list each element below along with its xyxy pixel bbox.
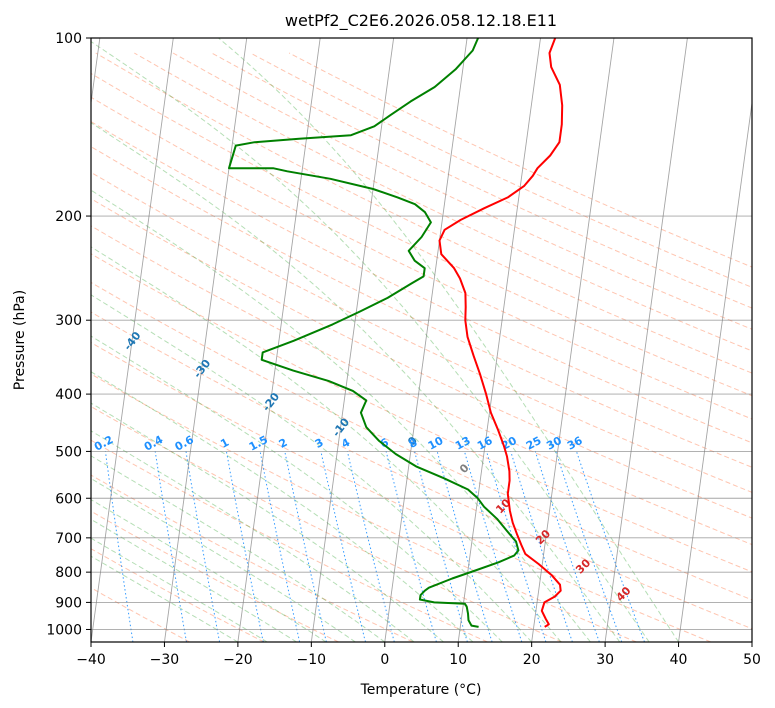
mixing-ratio-label: 36	[565, 434, 585, 453]
dry-adiabat	[91, 548, 265, 642]
moist-adiabat	[91, 518, 297, 642]
dry-adiabat	[95, 52, 752, 374]
moist-adiabat	[91, 335, 503, 642]
dewpoint-profile-line	[228, 38, 520, 628]
x-axis-ticks: −40 −30 −20 −10 0 10 20 30 40 50	[76, 642, 761, 668]
plot-area: -100-90-80-70-60-50-40-30-20-1000.10.20.…	[91, 38, 752, 642]
x-tick-label: 10	[449, 652, 467, 668]
y-axis-label: Pressure (hPa)	[12, 290, 28, 390]
x-tick-label: −30	[150, 652, 180, 668]
y-axis-ticks: 100 200 300 400 500 600 700 800 900 1000	[46, 31, 91, 638]
dry-adiabat	[91, 225, 752, 546]
isotherm-line	[384, 38, 468, 642]
dry-adiabat	[91, 72, 752, 397]
moist-adiabat	[91, 455, 386, 642]
y-tick-label: 800	[55, 565, 82, 581]
dry-adiabat	[91, 146, 752, 468]
mixing-ratio-line	[154, 451, 187, 642]
dry-adiabat	[91, 474, 414, 642]
mixing-ratio-line	[284, 451, 327, 642]
y-tick-label: 600	[55, 491, 82, 507]
dry-adiabat	[91, 198, 752, 519]
mixing-ratio-line	[510, 451, 573, 642]
moist-adiabat	[91, 246, 562, 642]
moist-adiabat	[91, 555, 239, 642]
chart-title: wetPf2_C2E6.2026.058.12.18.E11	[285, 11, 557, 31]
isotherm-line	[531, 38, 615, 642]
temperature-profile-line	[438, 38, 564, 628]
mixing-ratio-line	[464, 451, 523, 642]
mixing-ratio-label: 25	[524, 434, 544, 453]
mixing-ratio-label: 10	[426, 434, 446, 453]
moist-adiabat	[91, 41, 650, 642]
sounding-series	[228, 38, 564, 628]
moist-adiabat	[91, 402, 444, 642]
x-tick-label: −40	[76, 652, 106, 668]
y-tick-label: 200	[55, 209, 82, 225]
dry-adiabat	[91, 253, 752, 573]
y-tick-label: 1000	[46, 622, 82, 638]
dry-adiabat	[91, 311, 752, 630]
dry-adiabat	[211, 52, 752, 309]
dry-adiabat	[91, 439, 488, 642]
dry-adiabat	[172, 52, 752, 330]
moist-adiabat	[91, 537, 268, 642]
y-tick-label: 400	[55, 387, 82, 403]
mixing-ratio-label: 30	[544, 434, 564, 453]
x-tick-label: 30	[596, 652, 614, 668]
moist-adiabat	[91, 477, 356, 642]
x-tick-label: −10	[297, 652, 327, 668]
isotherm-line	[163, 38, 248, 642]
x-axis-label: Temperature (°C)	[360, 682, 482, 698]
dry-adiabat	[91, 373, 637, 642]
isotherm-line	[604, 38, 688, 642]
dry-adiabat	[91, 405, 563, 642]
y-tick-label: 900	[55, 595, 82, 611]
moist-adiabat	[91, 294, 533, 642]
mixing-ratio-label: 16	[475, 434, 495, 453]
dry-adiabat	[91, 281, 752, 601]
mixing-ratio-line	[385, 451, 437, 642]
moist-adiabats	[91, 38, 680, 642]
mixing-ratio-line	[534, 451, 600, 642]
mixing-ratio-label: 13	[453, 434, 473, 453]
mixing-ratio-line	[555, 451, 623, 642]
x-tick-label: −20	[223, 652, 253, 668]
isotherm-line	[678, 99, 752, 642]
isotherm-line	[91, 38, 174, 642]
plot-frame	[90, 37, 753, 643]
x-tick-label: 20	[523, 652, 541, 668]
moist-adiabat	[91, 430, 415, 642]
x-tick-label: 40	[670, 652, 688, 668]
mixing-ratio-line	[259, 451, 301, 642]
y-tick-label: 100	[55, 31, 82, 47]
pressure-gridlines	[91, 38, 752, 630]
y-tick-label: 500	[55, 444, 82, 460]
dry-adiabat	[134, 52, 752, 352]
mixing-ratio-line	[414, 451, 468, 642]
y-tick-label: 300	[55, 313, 82, 329]
x-tick-label: 50	[743, 652, 761, 668]
moist-adiabat	[91, 122, 621, 642]
mixing-ratio-line	[320, 451, 366, 642]
x-tick-label: 0	[380, 652, 389, 668]
isotherm-line	[457, 38, 541, 642]
moist-adiabat	[91, 371, 474, 642]
isotherm-line	[310, 38, 395, 642]
mixing-ratio-line	[486, 451, 547, 642]
dry-adiabat	[91, 171, 752, 493]
mixing-ratio-line	[576, 451, 645, 642]
y-tick-label: 700	[55, 531, 82, 547]
moist-adiabat	[218, 38, 680, 642]
